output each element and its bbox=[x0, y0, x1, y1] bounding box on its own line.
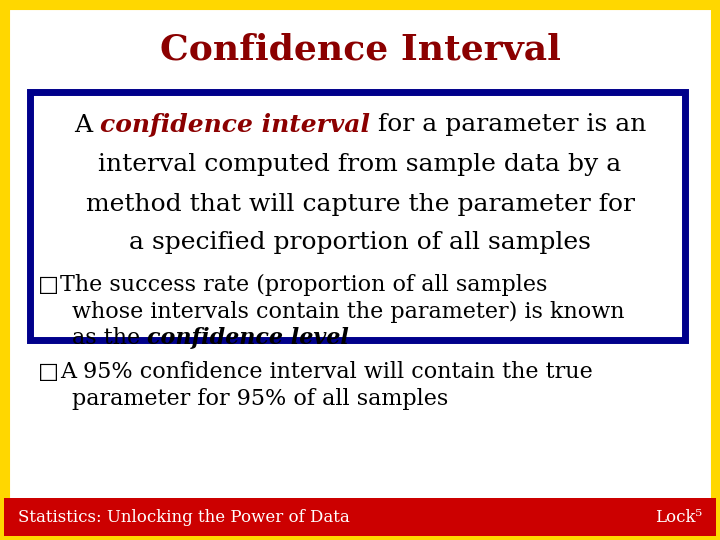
Text: Statistics: Unlocking the Power of Data: Statistics: Unlocking the Power of Data bbox=[18, 509, 350, 525]
Text: confidence level: confidence level bbox=[148, 327, 349, 349]
Text: The success rate (proportion of all samples: The success rate (proportion of all samp… bbox=[60, 274, 547, 296]
Bar bbox=[30, 92, 685, 340]
Bar bbox=[4, 498, 716, 536]
Text: parameter for 95% of all samples: parameter for 95% of all samples bbox=[72, 388, 449, 410]
Text: method that will capture the parameter for: method that will capture the parameter f… bbox=[86, 193, 634, 217]
Text: interval computed from sample data by a: interval computed from sample data by a bbox=[99, 153, 621, 177]
Text: a specified proportion of all samples: a specified proportion of all samples bbox=[129, 231, 591, 253]
Text: Confidence Interval: Confidence Interval bbox=[160, 33, 560, 67]
Text: as the: as the bbox=[72, 327, 148, 349]
Text: □: □ bbox=[38, 274, 59, 296]
Text: Lock⁵: Lock⁵ bbox=[655, 509, 702, 525]
Text: A: A bbox=[73, 113, 100, 137]
Text: confidence interval: confidence interval bbox=[100, 113, 370, 137]
Text: □: □ bbox=[38, 361, 59, 383]
Text: for a parameter is an: for a parameter is an bbox=[370, 113, 647, 137]
Text: A 95% confidence interval will contain the true: A 95% confidence interval will contain t… bbox=[60, 361, 593, 383]
Text: whose intervals contain the parameter) is known: whose intervals contain the parameter) i… bbox=[72, 301, 624, 323]
